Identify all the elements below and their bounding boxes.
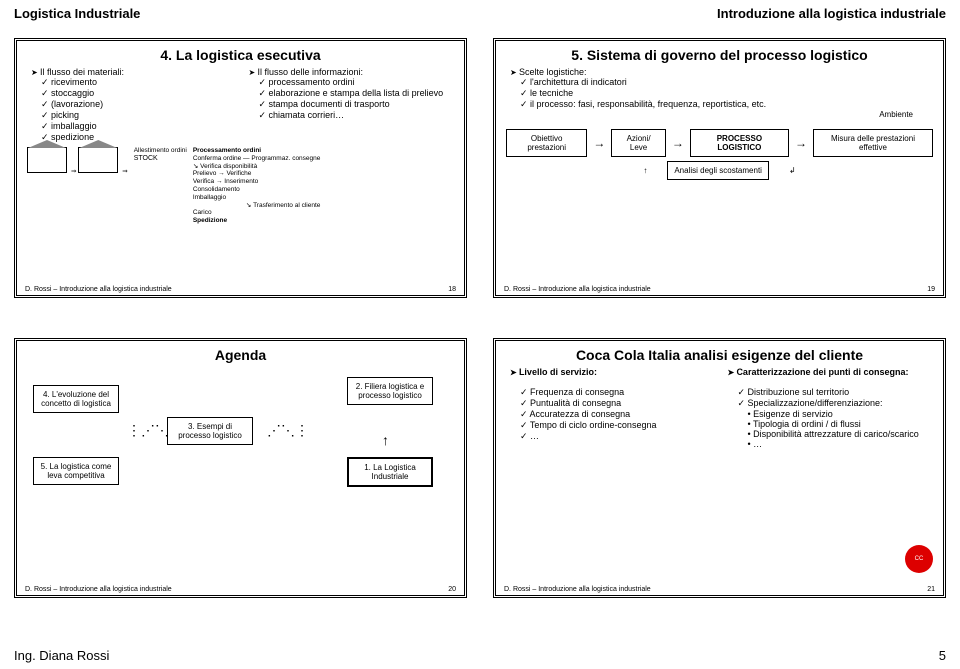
slide-page-number: 20 <box>448 586 456 593</box>
slide-title: 4. La logistica esecutiva <box>27 47 454 63</box>
arrow-icon <box>591 136 607 150</box>
agenda-box-4: 4. L'evoluzione del concetto di logistic… <box>33 385 119 413</box>
list-item: Distribuzione sul territorio <box>738 387 934 398</box>
page-footer-right: 5 <box>939 648 946 663</box>
list-item: picking <box>41 110 237 121</box>
slide-21: Coca Cola Italia analisi esigenze del cl… <box>493 338 946 598</box>
diag-label: Programmaz. consegne <box>251 155 320 162</box>
list-item: processamento ordini <box>259 77 455 88</box>
slide-title: 5. Sistema di governo del processo logis… <box>506 47 933 63</box>
list-item: Specializzazione/differenziazione: <box>738 398 934 409</box>
process-row: Obiettivo prestazioni Azioni/ Leve PROCE… <box>506 129 933 157</box>
list-item: … <box>520 431 716 442</box>
diag-label: Verifiche <box>226 170 251 177</box>
slide-page-number: 21 <box>927 586 935 593</box>
slide-footer-author: D. Rossi – Introduzione alla logistica i… <box>25 586 172 593</box>
process-diagram: ⇒ ⇒ Allestimento ordini STOCK Processame… <box>27 147 454 225</box>
slide-19: 5. Sistema di governo del processo logis… <box>493 38 946 298</box>
slides-grid: 4. La logistica esecutiva Il flusso dei … <box>14 38 946 598</box>
box-analisi: Analisi degli scostamenti <box>667 161 769 180</box>
box-processo: PROCESSO LOGISTICO <box>690 129 789 157</box>
box-azioni: Azioni/ Leve <box>611 129 666 157</box>
slide-20: Agenda 4. L'evoluzione del concetto di l… <box>14 338 467 598</box>
diag-label: Spedizione <box>193 217 321 225</box>
warehouse-icon <box>27 147 67 173</box>
list-item: (lavorazione) <box>41 99 237 110</box>
warehouse-icon <box>78 147 118 173</box>
slide-page-number: 18 <box>448 286 456 293</box>
connector-icon: ⋮⋰⋱ <box>127 422 169 439</box>
page-header-right: Introduzione alla logistica industriale <box>717 6 946 21</box>
list-item: Puntualità di consegna <box>520 398 716 409</box>
list-item: ricevimento <box>41 77 237 88</box>
list-item: imballaggio <box>41 121 237 132</box>
diag-label: Conferma ordine <box>193 155 241 162</box>
list-item: stampa documenti di trasporto <box>259 99 455 110</box>
list-item: chiamata corrieri… <box>259 110 455 121</box>
list-item: Esigenze di servizio <box>748 409 934 419</box>
service-level-head: Livello di servizio: <box>510 367 716 377</box>
diag-label: Carico <box>193 209 212 216</box>
slide-footer-author: D. Rossi – Introduzione alla logistica i… <box>504 286 651 293</box>
diag-label: STOCK <box>134 155 187 163</box>
agenda-box-3: 3. Esempi di processo logistico <box>167 417 253 445</box>
diag-label: Imballaggio <box>193 194 321 202</box>
slide-page-number: 19 <box>927 286 935 293</box>
page-footer-left: Ing. Diana Rossi <box>14 648 109 663</box>
arrow-icon <box>793 136 809 150</box>
connector-icon: ⋰⋱⋮ <box>267 422 309 439</box>
slide-footer-author: D. Rossi – Introduzione alla logistica i… <box>25 286 172 293</box>
list-item: Tempo di ciclo ordine-consegna <box>520 420 716 431</box>
diag-label: Verifica disponibilità <box>200 163 257 170</box>
agenda-box-1: 1. La Logistica Industriale <box>347 457 433 487</box>
connector-icon: ↑ <box>382 432 389 448</box>
diag-label: Consolidamento <box>193 186 321 194</box>
arrow-icon <box>670 136 686 150</box>
diag-label: Prelievo <box>193 170 216 177</box>
agenda-box-2: 2. Filiera logistica e processo logistic… <box>347 377 433 405</box>
box-misura: Misura delle prestazioni effettive <box>813 129 933 157</box>
agenda-box-5: 5. La logistica come leva competitiva <box>33 457 119 485</box>
list-item: Disponibilità attrezzature di carico/sca… <box>748 429 934 439</box>
diag-label: Allestimento ordini <box>134 147 187 155</box>
coca-cola-logo-icon: CC <box>905 545 933 573</box>
list-item: l'architettura di indicatori <box>520 77 933 88</box>
diag-label: Trasferimento al cliente <box>253 202 320 209</box>
list-item: le tecniche <box>520 88 933 99</box>
list-item: … <box>748 439 934 449</box>
list-item: Tipologia di ordini / di flussi <box>748 419 934 429</box>
feedback-row: ↑ Analisi degli scostamenti ↲ <box>506 161 933 180</box>
slide-18: 4. La logistica esecutiva Il flusso dei … <box>14 38 467 298</box>
box-obiettivo: Obiettivo prestazioni <box>506 129 587 157</box>
list-item: spedizione <box>41 132 237 143</box>
page-header-left: Logistica Industriale <box>14 6 140 21</box>
list-item: elaborazione e stampa della lista di pre… <box>259 88 455 99</box>
list-item: stoccaggio <box>41 88 237 99</box>
delivery-points-head: Caratterizzazione dei punti di consegna: <box>728 367 934 377</box>
diag-label: Inserimento <box>224 178 258 185</box>
list-item: Accuratezza di consegna <box>520 409 716 420</box>
diag-label: Processamento ordini <box>193 147 321 155</box>
ambiente-label: Ambiente <box>506 110 913 119</box>
list-item: il processo: fasi, responsabilità, frequ… <box>520 99 933 110</box>
list-item: Frequenza di consegna <box>520 387 716 398</box>
slide-title: Coca Cola Italia analisi esigenze del cl… <box>506 347 933 363</box>
choices-head: Scelte logistiche: <box>510 67 933 77</box>
flow-materials-head: Il flusso dei materiali: <box>31 67 237 77</box>
slide-title: Agenda <box>27 347 454 363</box>
agenda-diagram: 4. L'evoluzione del concetto di logistic… <box>27 367 454 557</box>
flow-info-head: Il flusso delle informazioni: <box>249 67 455 77</box>
diag-label: Verifica <box>193 178 214 185</box>
slide-footer-author: D. Rossi – Introduzione alla logistica i… <box>504 586 651 593</box>
